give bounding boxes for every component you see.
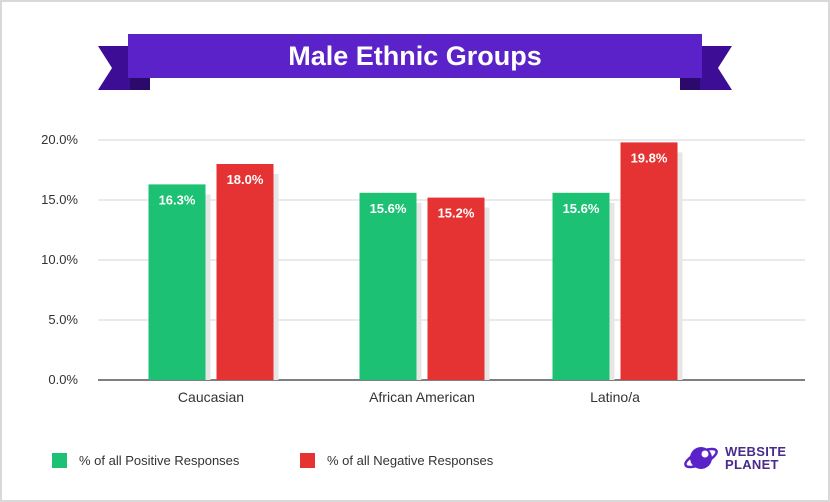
banner-left-tail: [98, 46, 130, 90]
legend-item-negative: % of all Negative Responses: [300, 450, 493, 470]
title-banner: [98, 34, 732, 90]
x-category-label: Caucasian: [178, 389, 244, 405]
bar-negative: [216, 164, 274, 380]
bar-value-label: 18.0%: [227, 172, 264, 187]
y-tick-label: 15.0%: [41, 192, 78, 207]
y-tick-label: 0.0%: [48, 372, 78, 387]
bar-negative: [620, 142, 678, 380]
logo-line2: PLANET: [725, 457, 779, 472]
bar-positive: [148, 184, 206, 380]
y-tick-label: 10.0%: [41, 252, 78, 267]
legend-label-positive: % of all Positive Responses: [79, 452, 240, 468]
chart-title: Male Ethnic Groups: [288, 41, 542, 71]
legend-swatch-negative: [300, 452, 315, 468]
bar-value-label: 16.3%: [159, 192, 196, 207]
bar-value-label: 19.8%: [631, 150, 668, 165]
legend-swatch-positive: [52, 452, 67, 468]
banner-right-tail: [700, 46, 732, 90]
planet-logo-icon: [684, 447, 718, 469]
banner-body: [128, 34, 702, 78]
bar-value-label: 15.2%: [438, 206, 475, 221]
bar-positive: [552, 192, 610, 380]
bar-positive: [359, 192, 417, 380]
bar-value-label: 15.6%: [563, 201, 600, 216]
legend-label-negative: % of all Negative Responses: [327, 452, 494, 468]
legend-item-positive: % of all Positive Responses: [52, 450, 239, 470]
bar-value-label: 15.6%: [370, 201, 407, 216]
banner-right-fold: [680, 76, 700, 90]
website-planet-logo: WEBSITE PLANET: [683, 441, 786, 475]
x-category-label: African American: [369, 389, 475, 405]
bar-chart: 0.0% 5.0% 10.0% 15.0% 20.0% 16.3% 18.0% Caucasi…: [41, 132, 805, 405]
y-tick-label: 20.0%: [41, 132, 78, 147]
logo-wordmark: WEBSITE PLANET: [725, 445, 786, 471]
logo-line1: WEBSITE: [725, 444, 787, 459]
bar-negative: [427, 197, 485, 380]
y-tick-label: 5.0%: [48, 312, 78, 327]
banner-left-fold: [130, 76, 150, 90]
x-category-label: Latino/a: [590, 389, 640, 405]
